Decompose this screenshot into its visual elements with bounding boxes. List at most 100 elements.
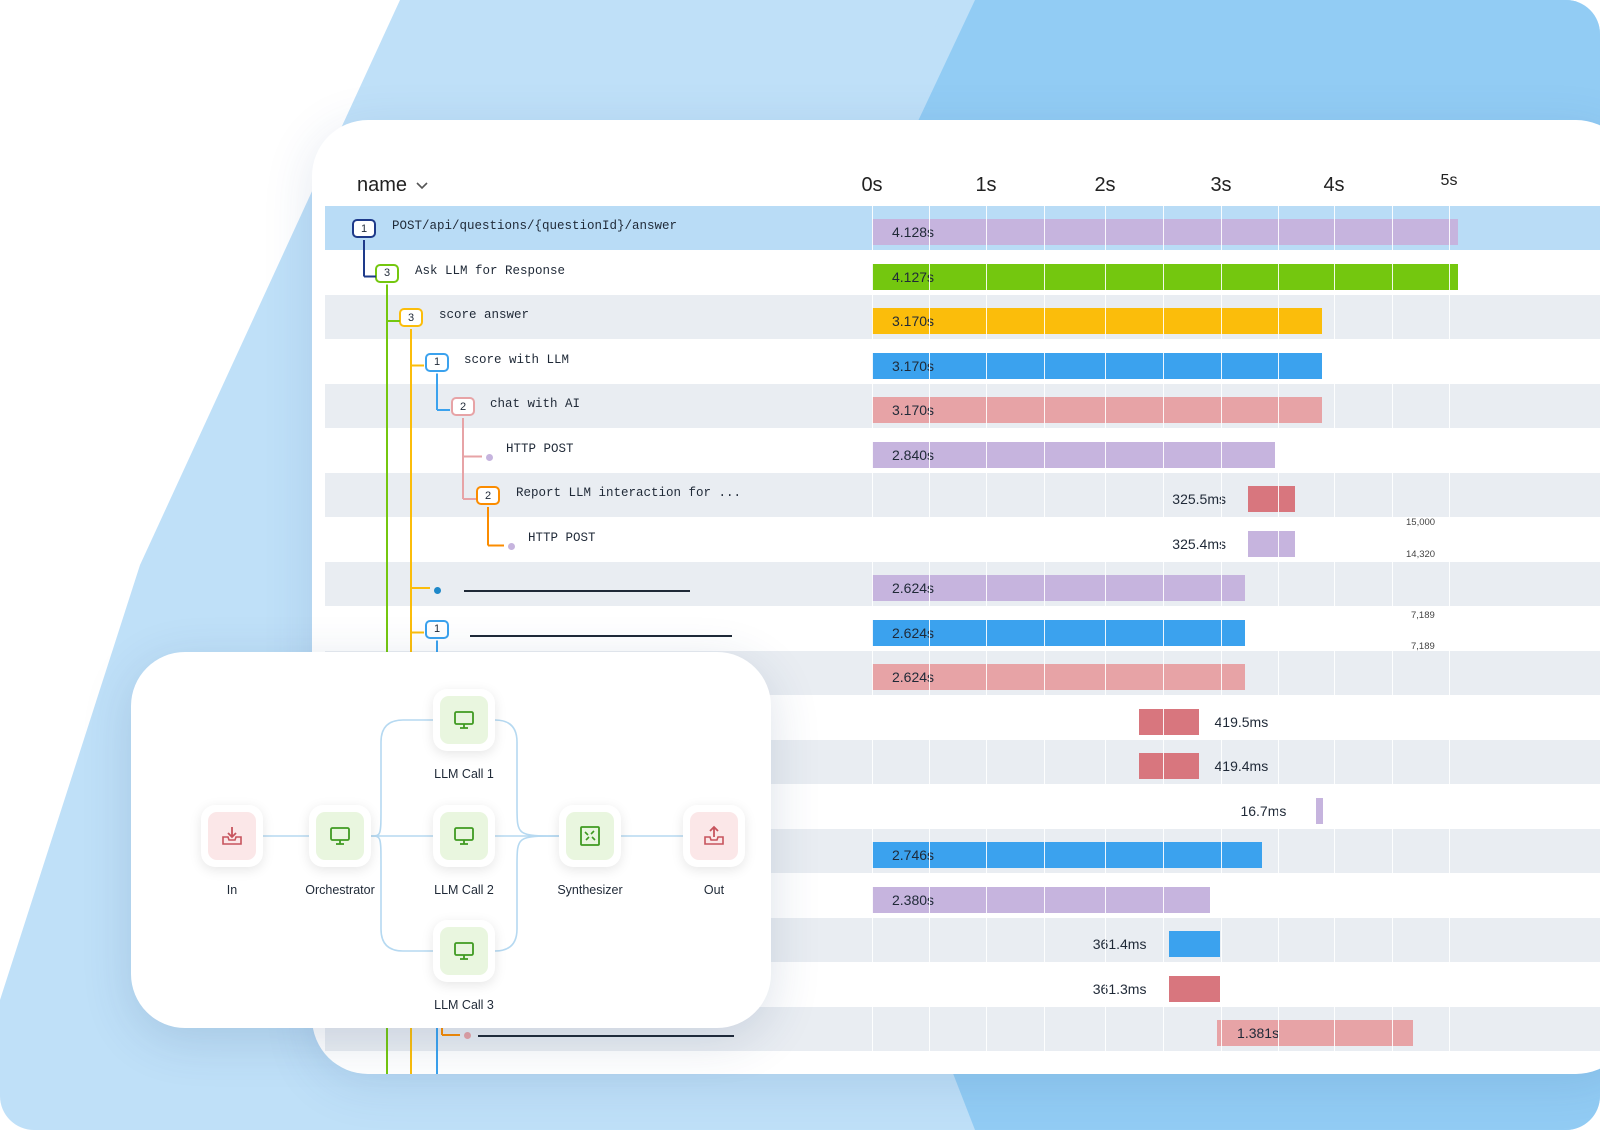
edge-orchestrator-llm3 [370, 835, 433, 952]
side-number-label: 7,189 [1411, 641, 1435, 652]
tick-label-1s: 1s [975, 174, 997, 196]
span-duration-bar[interactable] [872, 397, 1323, 423]
span-name[interactable]: Report LLM interaction for ... [516, 486, 742, 500]
timeline-gridline [1221, 205, 1223, 1051]
timeline-gridline [872, 205, 874, 1051]
span-name[interactable]: chat with AI [490, 397, 581, 411]
span-duration-bar[interactable] [1248, 530, 1295, 557]
redacted-span-name [478, 1035, 734, 1037]
workflow-node-label: In [226, 883, 238, 897]
timeline-gridline [1044, 205, 1046, 1051]
span-dot [434, 587, 441, 594]
child-count-badge[interactable]: 3 [399, 308, 423, 327]
trace-row[interactable]: 1 2.624s [325, 606, 1600, 651]
span-name[interactable]: score answer [439, 308, 530, 322]
trace-row[interactable]: HTTP POST 325.4ms [325, 517, 1600, 562]
trace-panel: name 0s 1s 2s 3s 4s 5s 1 POST/api/questions/{q… [312, 120, 1600, 1074]
span-duration-bar[interactable] [872, 886, 1210, 913]
side-number-label: 7,189 [1411, 610, 1435, 621]
child-count-badge[interactable]: 1 [352, 219, 376, 238]
span-duration-bar[interactable] [872, 664, 1245, 690]
trace-row[interactable]: 3 Ask LLM for Response 4.127s [325, 250, 1600, 295]
span-name[interactable]: HTTP POST [506, 441, 574, 456]
trace-row[interactable]: HTTP POST 2.840s [325, 428, 1600, 473]
workflow-node-in[interactable] [201, 805, 263, 867]
upload-tray-icon [690, 812, 738, 860]
span-duration-bar[interactable] [872, 441, 1276, 468]
tick-label-5s: 5s [1440, 172, 1458, 189]
span-duration-bar[interactable] [1138, 708, 1199, 735]
span-duration-bar[interactable] [1316, 797, 1324, 824]
span-duration-bar[interactable] [872, 352, 1323, 379]
span-duration-bar[interactable] [1138, 753, 1199, 779]
timeline-gridline [1392, 205, 1394, 1051]
tick-label-2s: 2s [1094, 174, 1116, 196]
span-duration-label: 419.4ms [1214, 758, 1269, 774]
workflow-node-label: LLM Call 2 [434, 883, 494, 897]
trace-row[interactable]: 2 Report LLM interaction for ... 325.5ms [325, 473, 1600, 517]
span-duration-label: 2.746s [892, 847, 935, 863]
workflow-node-llm2[interactable] [433, 805, 495, 867]
timeline-gridline [1278, 205, 1280, 1051]
workflow-node-label: LLM Call 1 [434, 767, 494, 781]
span-duration-bar[interactable] [872, 263, 1459, 290]
span-duration-bar[interactable] [872, 308, 1323, 334]
timeline-gridline [1163, 205, 1165, 1051]
child-count-badge[interactable]: 1 [425, 619, 449, 639]
workflow-node-synth[interactable] [559, 805, 621, 867]
redacted-span-name [464, 590, 690, 592]
monitor-icon [440, 696, 488, 744]
span-duration-label: 2.624s [892, 580, 935, 596]
name-header-label: name [357, 174, 408, 196]
workflow-node-label: Out [703, 883, 725, 897]
span-duration-bar[interactable] [1168, 975, 1221, 1002]
trace-row[interactable]: 1 score with LLM 3.170s [325, 339, 1600, 384]
trace-row[interactable]: 2 chat with AI 3.170s [325, 384, 1600, 428]
child-count-badge[interactable]: 3 [375, 263, 399, 283]
span-duration-bar[interactable] [872, 842, 1262, 868]
child-count-badge[interactable]: 2 [451, 397, 475, 416]
workflow-node-label: Synthesizer [557, 883, 623, 897]
workflow-node-label: Orchestrator [305, 883, 375, 897]
span-duration-label: 1.381s [1237, 1025, 1280, 1041]
workflow-node-orchestrator[interactable] [309, 805, 371, 867]
span-duration-bar[interactable] [872, 219, 1459, 245]
tick-label-3s: 3s [1210, 174, 1232, 196]
trace-row[interactable]: 3 score answer 3.170s [325, 295, 1600, 339]
span-dot [464, 1032, 471, 1039]
span-duration-label: 2.380s [892, 891, 935, 908]
span-duration-label: 419.5ms [1214, 713, 1269, 730]
download-tray-icon [208, 812, 256, 860]
span-duration-bar[interactable] [1248, 486, 1295, 512]
span-duration-label: 2.624s [892, 669, 935, 685]
puzzle-icon [566, 812, 614, 860]
span-duration-label: 325.4ms [1172, 535, 1226, 552]
span-name[interactable]: Ask LLM for Response [415, 263, 566, 278]
edge-llm3-synth [494, 835, 560, 952]
timeline-gridline [986, 205, 988, 1051]
workflow-node-out[interactable] [683, 805, 745, 867]
name-column-header[interactable]: name [357, 174, 429, 197]
child-count-badge[interactable]: 2 [476, 486, 500, 505]
span-duration-label: 3.170s [892, 402, 935, 418]
tick-label-0s: 0s [861, 174, 883, 196]
span-duration-label: 361.4ms [1092, 936, 1147, 952]
trace-row[interactable]: 2.624s [325, 562, 1600, 606]
redacted-span-name [470, 634, 732, 637]
child-count-badge[interactable]: 1 [425, 352, 449, 372]
side-number-label: 14,320 [1406, 549, 1436, 560]
span-name[interactable]: HTTP POST [528, 530, 596, 545]
workflow-node-llm3[interactable] [433, 920, 495, 982]
span-duration-bar[interactable] [1168, 931, 1221, 957]
workflow-card: In Orchestrator LLM Call 1 LLM Call 2 LLM Ca… [131, 652, 771, 1028]
span-duration-bar[interactable] [1217, 1020, 1414, 1046]
trace-row[interactable]: 1 POST/api/questions/{questionId}/answer 4… [325, 206, 1600, 250]
span-name[interactable]: POST/api/questions/{questionId}/answer [392, 219, 678, 233]
span-duration-label: 3.170s [892, 313, 935, 329]
workflow-node-llm1[interactable] [433, 689, 495, 751]
span-duration-bar[interactable] [872, 575, 1245, 601]
span-name[interactable]: score with LLM [464, 352, 570, 367]
span-duration-bar[interactable] [872, 619, 1245, 646]
span-duration-label: 3.170s [892, 357, 935, 374]
